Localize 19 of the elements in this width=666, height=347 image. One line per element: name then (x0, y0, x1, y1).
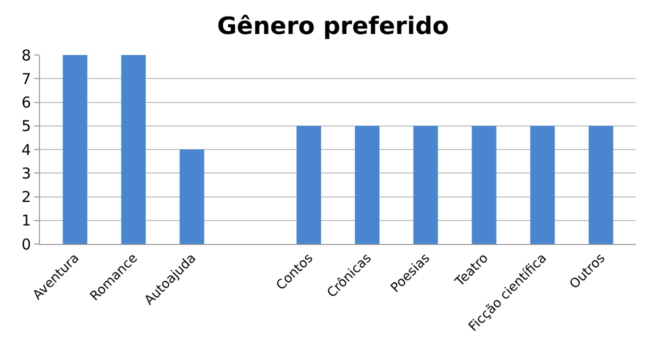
y-tick-label: 5 (21, 117, 31, 136)
y-tick-label: 7 (21, 70, 31, 88)
y-tick-label: 3 (21, 164, 31, 182)
y-tick-label: 1 (21, 212, 31, 230)
bar (413, 126, 438, 244)
bar (121, 55, 146, 244)
bar (588, 126, 614, 244)
y-tick-label: 8 (21, 46, 31, 64)
bar (296, 126, 322, 244)
y-tick-label: 4 (21, 140, 31, 159)
y-tick-label: 2 (21, 188, 31, 206)
y-tick-label: 6 (21, 94, 31, 112)
bar (354, 126, 380, 244)
bar (472, 126, 496, 244)
bar (530, 126, 555, 244)
bar (180, 150, 204, 244)
chart-title: Gênero preferido (217, 12, 449, 40)
bar (62, 55, 88, 244)
y-tick-label: 0 (21, 235, 31, 254)
